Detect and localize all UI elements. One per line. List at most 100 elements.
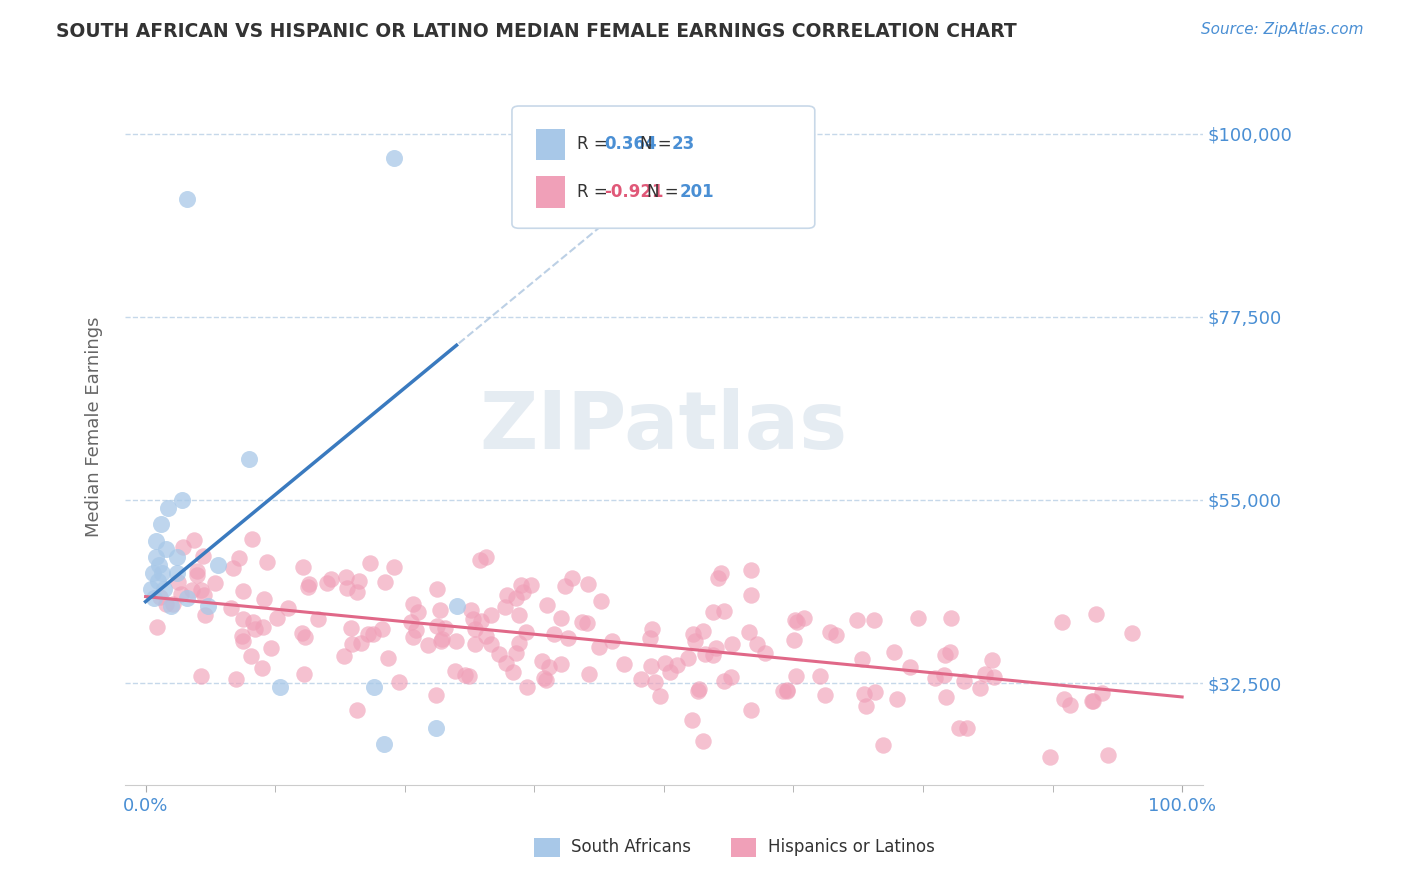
Point: [530, 654, 553, 668]
Point: [292, 667, 315, 681]
Point: [145, 533, 167, 548]
Point: [253, 591, 276, 606]
Point: [505, 591, 527, 606]
Point: [479, 608, 502, 623]
Point: [231, 630, 253, 644]
Point: [166, 574, 188, 589]
Point: [745, 637, 768, 651]
Point: [430, 632, 453, 646]
Point: [361, 627, 384, 641]
Point: [359, 557, 381, 571]
Point: [740, 563, 762, 577]
Point: [640, 659, 662, 673]
Point: [543, 626, 565, 640]
Point: [443, 664, 465, 678]
Point: [659, 665, 682, 679]
Text: 201: 201: [679, 183, 714, 201]
Point: [793, 611, 815, 625]
Point: [508, 636, 530, 650]
Point: [166, 549, 188, 564]
Point: [371, 622, 394, 636]
Point: [225, 673, 247, 687]
Point: [418, 639, 440, 653]
Point: [222, 561, 245, 575]
Point: [772, 684, 794, 698]
Point: [654, 656, 676, 670]
Point: [186, 568, 208, 582]
Point: [256, 555, 278, 569]
Point: [855, 698, 877, 713]
Point: [193, 588, 215, 602]
Point: [1097, 747, 1119, 762]
Point: [934, 667, 956, 681]
Point: [550, 657, 572, 671]
Point: [776, 683, 799, 698]
Point: [578, 666, 600, 681]
Point: [333, 649, 356, 664]
Point: [783, 614, 806, 628]
Point: [588, 640, 610, 654]
Point: [740, 703, 762, 717]
Text: R =: R =: [576, 136, 613, 153]
Text: N =: N =: [648, 183, 685, 201]
Point: [495, 588, 517, 602]
Point: [706, 641, 728, 656]
Point: [197, 599, 219, 613]
Point: [150, 517, 173, 532]
Point: [336, 581, 359, 595]
Point: [1050, 615, 1073, 630]
Point: [232, 634, 254, 648]
Point: [321, 572, 343, 586]
Point: [720, 637, 742, 651]
Point: [738, 624, 761, 639]
Point: [406, 605, 429, 619]
Text: Hispanics or Latinos: Hispanics or Latinos: [768, 838, 935, 856]
Point: [638, 631, 661, 645]
Point: [150, 566, 173, 581]
Point: [377, 650, 399, 665]
Point: [139, 582, 162, 597]
Point: [160, 599, 183, 613]
Point: [702, 605, 724, 619]
Point: [232, 584, 254, 599]
Point: [190, 583, 212, 598]
Point: [240, 533, 263, 547]
Point: [534, 673, 557, 687]
Text: SOUTH AFRICAN VS HISPANIC OR LATINO MEDIAN FEMALE EARNINGS CORRELATION CHART: SOUTH AFRICAN VS HISPANIC OR LATINO MEDI…: [56, 22, 1017, 41]
Point: [373, 737, 395, 751]
Point: [969, 681, 991, 696]
Point: [685, 633, 707, 648]
Point: [900, 659, 922, 673]
Point: [204, 575, 226, 590]
Point: [862, 614, 884, 628]
Point: [650, 689, 672, 703]
Point: [783, 633, 806, 648]
Point: [429, 634, 451, 648]
Point: [702, 648, 724, 662]
Text: 23: 23: [672, 136, 696, 153]
Point: [349, 574, 371, 588]
Point: [335, 570, 357, 584]
Point: [401, 597, 423, 611]
Point: [575, 616, 598, 631]
Point: [434, 621, 457, 635]
Point: [686, 683, 709, 698]
Point: [602, 634, 624, 648]
Point: [666, 657, 689, 672]
Point: [387, 674, 409, 689]
Point: [142, 591, 165, 605]
Point: [382, 151, 405, 165]
Point: [883, 644, 905, 658]
Point: [934, 648, 956, 662]
Point: [162, 597, 184, 611]
Point: [576, 577, 599, 591]
Point: [277, 600, 299, 615]
Point: [533, 671, 555, 685]
Point: [153, 582, 176, 597]
Point: [155, 541, 177, 556]
Point: [363, 680, 385, 694]
Point: [754, 646, 776, 660]
Point: [232, 611, 254, 625]
Text: ZIPatlas: ZIPatlas: [479, 388, 848, 466]
Point: [172, 540, 194, 554]
